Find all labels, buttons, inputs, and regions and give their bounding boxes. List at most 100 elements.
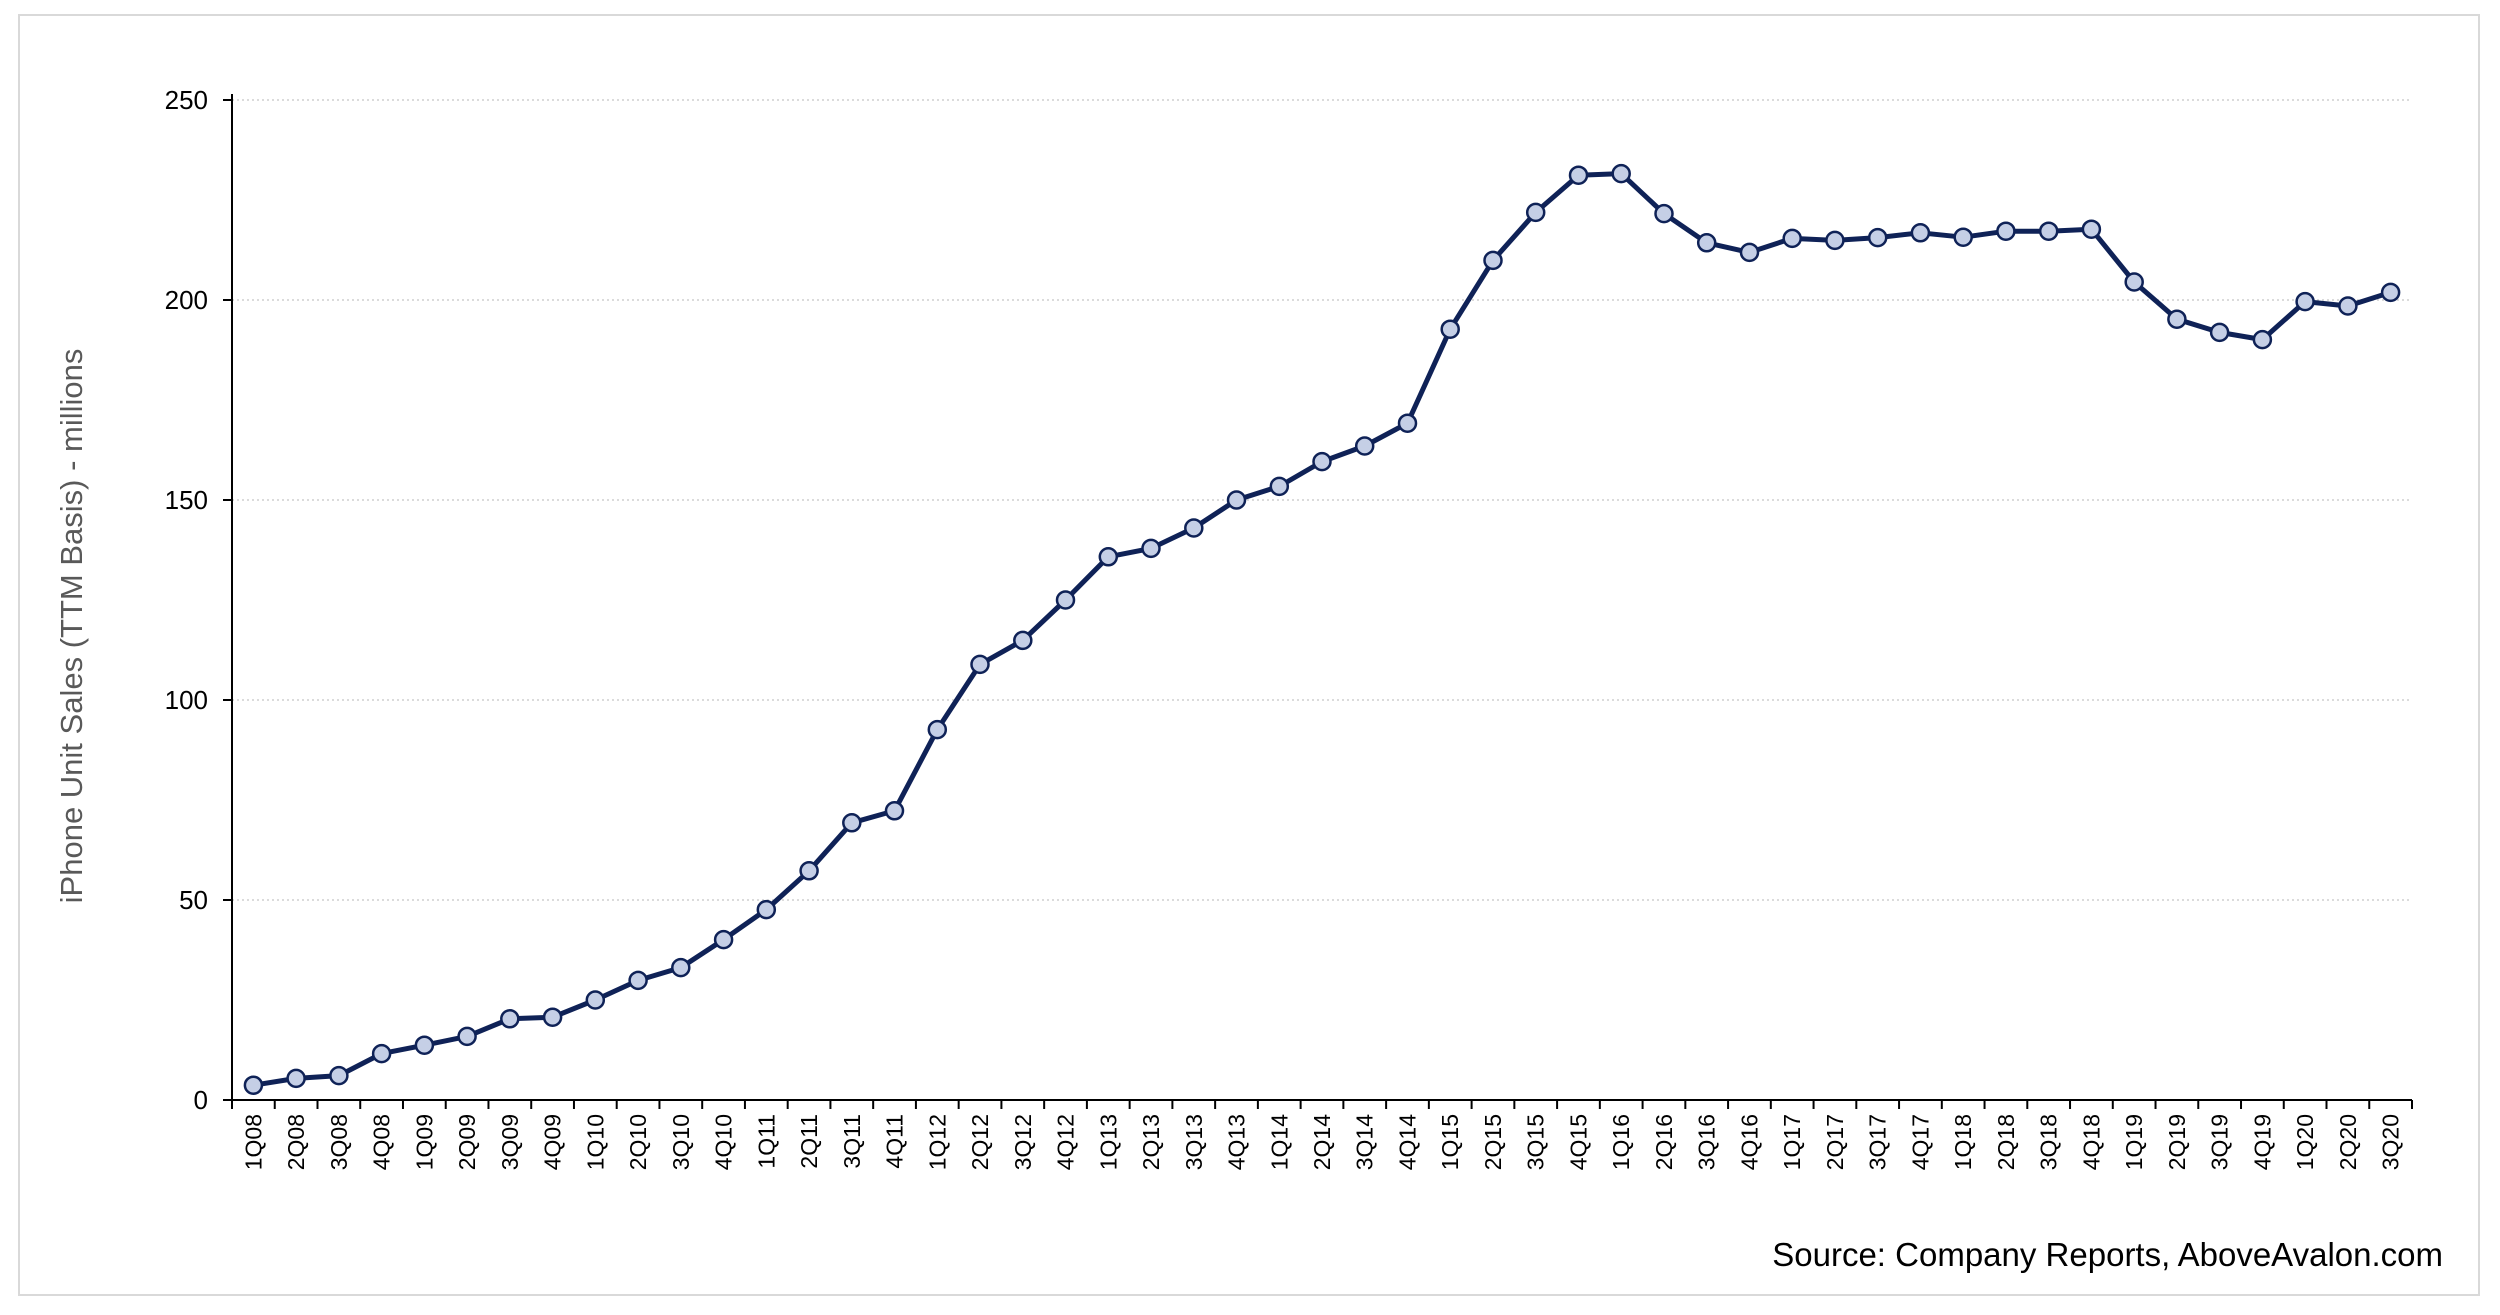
x-tick-label: 4Q09: [540, 1114, 566, 1170]
x-tick-label: 2Q20: [2335, 1114, 2361, 1170]
x-tick-label: 3Q15: [1523, 1114, 1549, 1170]
data-point: [1910, 223, 1931, 243]
data-point: [1825, 230, 1845, 251]
data-point: [628, 970, 648, 991]
data-point: [1440, 319, 1460, 339]
data-point: [2338, 296, 2358, 316]
data-point: [1098, 547, 1119, 567]
x-tick-label: 1Q20: [2292, 1114, 2318, 1170]
x-tick-label: 1Q17: [1779, 1114, 1805, 1170]
y-tick-label: 0: [194, 1085, 208, 1115]
data-point: [1568, 165, 1589, 185]
y-tick-label: 200: [165, 285, 208, 315]
x-tick-label: 4Q16: [1736, 1114, 1762, 1170]
data-point: [1696, 233, 1717, 253]
x-tick-label: 3Q14: [1352, 1114, 1378, 1170]
data-point: [1525, 202, 1546, 223]
data-point: [756, 899, 777, 920]
x-tick-label: 3Q19: [2207, 1114, 2233, 1170]
data-point: [799, 861, 819, 881]
x-tick-label: 4Q08: [369, 1114, 395, 1170]
x-tick-label: 2Q17: [1822, 1114, 1848, 1170]
data-point: [970, 654, 990, 675]
data-point: [927, 719, 948, 740]
x-tick-label: 1Q11: [753, 1114, 779, 1169]
data-point: [329, 1065, 349, 1086]
data-point: [1184, 518, 1204, 538]
data-point: [2252, 329, 2273, 350]
x-tick-label: 1Q09: [411, 1114, 437, 1170]
x-tick-label: 1Q12: [924, 1114, 950, 1170]
data-point: [2081, 219, 2102, 239]
data-point: [884, 801, 905, 821]
data-point: [671, 957, 691, 978]
data-point: [1312, 451, 1332, 472]
data-point: [457, 1026, 477, 1047]
data-point: [1055, 590, 1076, 610]
x-tick-label: 3Q18: [2036, 1114, 2062, 1170]
data-point: [2209, 322, 2230, 343]
data-point: [1269, 476, 1290, 497]
x-tick-label: 4Q17: [1907, 1114, 1933, 1170]
data-point: [1996, 221, 2016, 241]
x-tick-label: 2Q18: [1993, 1114, 2019, 1170]
x-tick-label: 3Q20: [2378, 1114, 2404, 1170]
axes: [223, 94, 2413, 1109]
data-point: [2038, 221, 2059, 241]
data-point: [2124, 272, 2144, 292]
data-point: [1953, 227, 1973, 247]
data-point: [1013, 630, 1033, 651]
x-tick-label: 2Q19: [2164, 1114, 2190, 1170]
data-point: [1397, 413, 1418, 433]
data-point: [371, 1043, 392, 1064]
x-tick-label: 1Q13: [1095, 1114, 1121, 1170]
x-tick-label: 2Q12: [967, 1114, 993, 1170]
x-tick-label: 4Q10: [711, 1114, 737, 1170]
x-tick-label: 3Q16: [1694, 1114, 1720, 1170]
data-point: [1739, 242, 1760, 263]
x-tick-label: 3Q11: [839, 1114, 865, 1169]
x-tick-labels: 1Q08 2Q08 3Q08 4Q08 1Q09 2Q09 3Q09 4Q09 1Q10 2Q10…: [240, 1114, 2403, 1170]
data-point: [1141, 538, 1161, 559]
data-point: [414, 1035, 435, 1055]
x-tick-label: 3Q17: [1865, 1114, 1891, 1170]
y-tick-label: 50: [179, 885, 208, 915]
data-point: [243, 1075, 264, 1095]
x-tick-label: 4Q11: [882, 1114, 908, 1169]
x-tick-label: 2Q10: [625, 1114, 651, 1170]
source-note: Source: Company Reports, AboveAvalon.com: [1772, 1236, 2443, 1273]
data-point: [286, 1068, 306, 1089]
series-line: [250, 171, 2394, 1088]
data-point: [1354, 436, 1375, 456]
x-tick-label: 3Q10: [668, 1114, 694, 1170]
data-point: [2295, 291, 2315, 312]
x-tick-label: 2Q15: [1480, 1114, 1506, 1170]
x-tick-label: 4Q13: [1224, 1114, 1250, 1170]
data-point: [500, 1009, 520, 1029]
chart-frame: 0 50 100 150 200 250 1Q08 2Q08 3Q08 4Q08 1Q09 2Q09…: [18, 14, 2480, 1296]
x-tick-label: 1Q15: [1437, 1114, 1463, 1170]
y-tick-label: 250: [165, 85, 208, 115]
x-tick-label: 3Q08: [326, 1114, 352, 1170]
data-point: [2380, 282, 2401, 303]
x-tick-label: 3Q09: [497, 1114, 523, 1170]
data-point: [1782, 228, 1802, 249]
x-tick-label: 1Q16: [1608, 1114, 1634, 1170]
data-point: [542, 1007, 563, 1027]
data-point: [713, 929, 734, 950]
data-point: [2167, 309, 2187, 329]
x-tick-label: 1Q14: [1266, 1114, 1292, 1170]
data-point: [842, 813, 862, 833]
x-tick-label: 2Q11: [796, 1114, 822, 1169]
data-point: [1611, 163, 1631, 184]
gridlines: [232, 99, 2412, 901]
y-tick-label: 150: [165, 485, 208, 515]
series: [243, 163, 2401, 1095]
data-point: [1483, 250, 1503, 271]
x-tick-label: 3Q13: [1181, 1114, 1207, 1170]
x-tick-label: 1Q18: [1950, 1114, 1976, 1170]
x-tick-label: 1Q08: [240, 1114, 266, 1170]
x-tick-label: 1Q19: [2121, 1114, 2147, 1170]
y-tick-labels: 0 50 100 150 200 250: [165, 85, 208, 1115]
x-tick-label: 1Q10: [582, 1114, 608, 1170]
